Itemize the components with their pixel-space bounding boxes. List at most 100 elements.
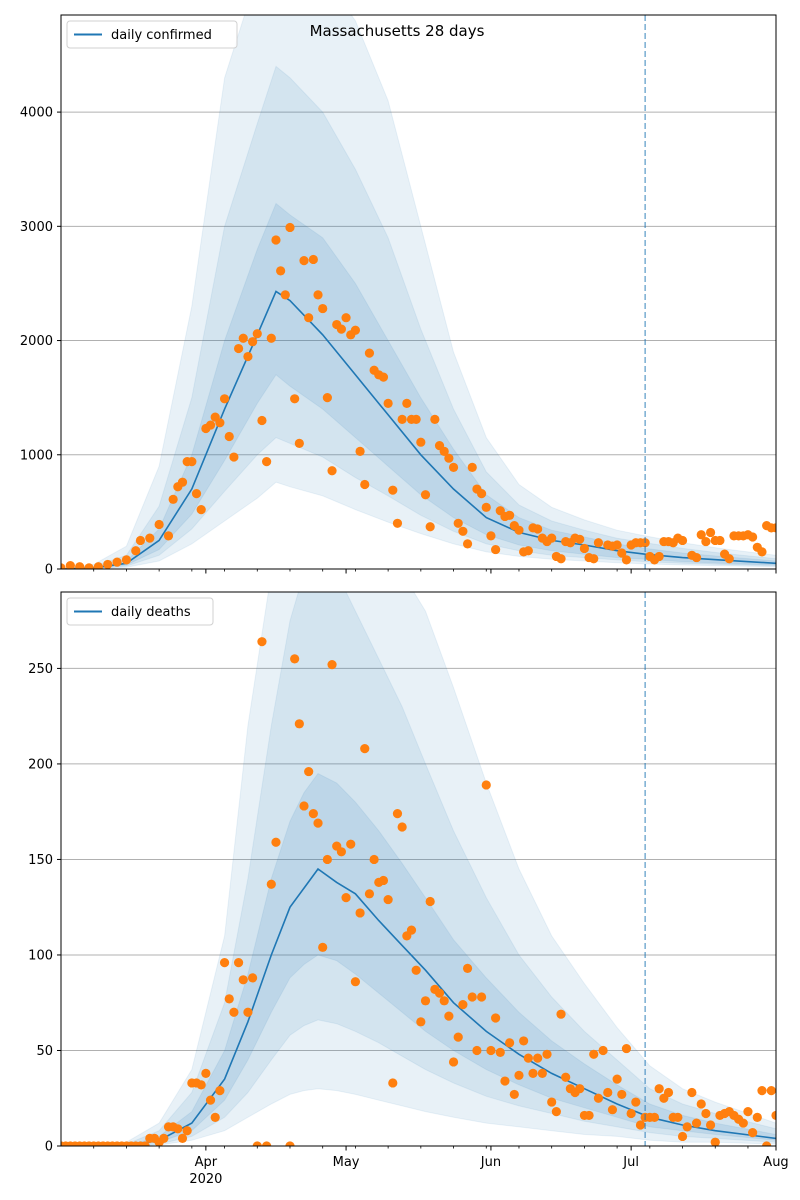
observed-point <box>215 1086 225 1096</box>
observed-point <box>238 333 248 343</box>
observed-point <box>439 996 449 1006</box>
observed-point <box>313 818 323 828</box>
deaths-panel: 0 50 100 150 200 250 Apr 2020 May Jun Jul Aug daily … <box>28 591 789 1187</box>
observed-point <box>271 837 281 847</box>
observed-point <box>61 563 66 569</box>
observed-point <box>416 437 426 447</box>
observed-point <box>163 531 174 541</box>
y-tick-label: 150 <box>28 853 53 868</box>
observed-point <box>187 457 197 467</box>
observed-point <box>285 222 295 233</box>
x-tick-sublabel: 2020 <box>189 1172 222 1187</box>
observed-point <box>612 1074 622 1084</box>
observed-point <box>322 393 332 403</box>
observed-point <box>131 546 141 556</box>
observed-point <box>308 809 318 819</box>
observed-point <box>748 532 758 542</box>
observed-point <box>556 554 566 564</box>
observed-point <box>617 1089 627 1100</box>
observed-point <box>491 1013 501 1023</box>
observed-point <box>327 659 337 670</box>
observed-point <box>252 329 262 339</box>
observed-point <box>523 546 533 556</box>
observed-point <box>691 1118 702 1128</box>
observed-point <box>383 894 393 905</box>
observed-point <box>434 988 445 998</box>
observed-point <box>238 975 248 985</box>
observed-point <box>626 1108 636 1119</box>
observed-point <box>696 530 706 540</box>
observed-point <box>453 1032 463 1042</box>
x-tick-label: Apr <box>195 1155 218 1170</box>
observed-point <box>154 519 164 530</box>
observed-point <box>341 893 351 903</box>
observed-point <box>322 854 332 865</box>
observed-point <box>701 536 711 547</box>
observed-point <box>621 555 632 565</box>
median-line <box>61 290 776 569</box>
observed-point <box>219 394 230 404</box>
y-tick-label: 1000 <box>20 448 53 463</box>
observed-point <box>299 801 309 811</box>
observed-point <box>219 958 230 968</box>
observed-point <box>262 1141 272 1146</box>
y-tick-label: 0 <box>45 563 53 578</box>
observed-point <box>411 414 421 424</box>
observed-point <box>248 973 258 983</box>
observed-point <box>416 1017 426 1027</box>
observed-point <box>350 325 361 335</box>
observed-point <box>229 1007 239 1017</box>
observed-point <box>458 1000 468 1010</box>
observed-point <box>654 1084 664 1094</box>
observed-point <box>262 457 272 467</box>
observed-point <box>547 533 557 543</box>
observed-point <box>509 1089 519 1100</box>
observed-point <box>336 324 346 334</box>
observed-point <box>360 744 370 754</box>
observed-point <box>762 1141 772 1146</box>
y-tick-label: 0 <box>45 1140 53 1155</box>
confirmed-panel: 0 1000 2000 3000 4000 daily confirmed <box>20 14 785 578</box>
observed-point <box>476 992 487 1002</box>
observed-point <box>654 551 664 562</box>
observed-point <box>663 1087 674 1098</box>
uncertainty-band-50 <box>61 202 776 569</box>
observed-point <box>462 963 473 973</box>
observed-point <box>776 523 785 532</box>
observed-point <box>364 889 375 899</box>
observed-point <box>748 1128 758 1138</box>
observed-point <box>290 394 300 404</box>
observed-point <box>682 1122 692 1132</box>
observed-point <box>607 1105 618 1115</box>
observed-point <box>224 431 234 442</box>
observed-point <box>696 1099 706 1109</box>
observed-point <box>776 1117 785 1126</box>
legend-label: daily deaths <box>111 605 191 620</box>
observed-point <box>444 453 454 463</box>
observed-point <box>266 333 276 343</box>
observed-point <box>598 1045 608 1056</box>
observed-point <box>579 543 589 554</box>
observed-point <box>304 313 314 323</box>
y-tick-label: 100 <box>28 948 53 963</box>
observed-point <box>196 1080 206 1090</box>
observed-point <box>691 552 702 563</box>
observed-point <box>425 896 435 907</box>
observed-point <box>191 489 202 499</box>
observed-point <box>243 1007 253 1017</box>
observed-point <box>103 559 113 569</box>
axes-frame <box>60 14 777 570</box>
uncertainty-band-50 <box>61 772 776 1146</box>
observed-point <box>575 1084 585 1094</box>
observed-point <box>378 372 389 382</box>
observed-point <box>701 1108 711 1119</box>
observed-point <box>173 1124 183 1134</box>
observed-point <box>360 479 370 490</box>
observed-point <box>673 1112 683 1122</box>
observed-point <box>145 533 155 543</box>
observed-point <box>93 562 103 569</box>
observed-point <box>430 414 440 424</box>
observed-point <box>177 1133 188 1143</box>
observed-point <box>617 548 627 558</box>
